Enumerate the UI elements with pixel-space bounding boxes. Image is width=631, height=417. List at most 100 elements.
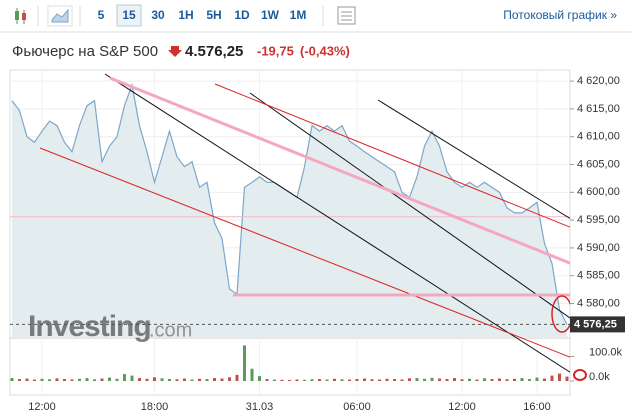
volume-bar [310,379,314,381]
annotation-circle [573,369,587,381]
volume-bar [198,378,201,381]
volume-bar [250,368,254,381]
watermark: Investing [28,310,151,343]
volume-bar [115,378,119,381]
volume-bar [48,379,51,381]
x-tick-label: 06:00 [343,401,371,413]
interval-button[interactable]: 5H [206,8,221,22]
x-tick-label: 12:00 [28,401,56,413]
volume-bar [190,379,194,381]
interval-button[interactable]: 1H [178,8,193,22]
volume-bar [123,374,126,381]
interval-button[interactable]: 1D [234,8,250,22]
volume-bar [333,378,336,381]
area-fill [12,85,567,338]
volume-bar [288,380,291,381]
interval-button[interactable]: 30 [151,8,165,22]
volume-bar [490,379,494,381]
volume-bar [318,379,321,381]
volume-bar [40,378,44,381]
volume-bar [385,378,389,381]
volume-bar [235,374,239,381]
last-price-box [570,316,625,333]
change-percent: (-0,43%) [300,43,350,58]
drawings [39,73,570,373]
volume-bar [370,379,374,381]
volume-bar [265,379,269,381]
volume-bar [175,379,179,381]
volume-bar [108,377,111,381]
volume-bar [78,378,81,381]
down-arrow [168,46,182,57]
x-tick-label: 18:00 [141,401,169,413]
volume-bar [558,373,561,381]
volume-bar [325,379,329,381]
volume-bar [528,379,531,381]
volume-bar [213,378,216,381]
volume-bar [423,378,426,381]
price: 4.576,25 [185,43,243,60]
volume-bar [340,379,344,381]
volume-bar [303,379,306,381]
volume-bar [228,377,231,381]
volume-bar [505,379,509,381]
volume-bar [10,378,14,381]
volume-bar [393,379,396,381]
y-tick-label: 4 580,00 [577,297,620,309]
y-tick-label: 4 615,00 [577,103,620,115]
volume-bar [498,378,501,381]
interval-button[interactable]: 1W [261,8,280,22]
volume-bar [400,379,404,381]
volume-bar [408,378,411,381]
y-tick-label: 4 605,00 [577,158,620,170]
settings-icon[interactable] [337,6,356,25]
volume-bar [415,378,419,381]
volume-bar [183,378,186,381]
volume-bar [543,378,546,381]
volume-bar [355,379,359,381]
x-tick-label: 12:00 [448,401,476,413]
volume-tick-label: 100.0k [589,346,623,358]
volume-bar [138,378,141,381]
watermark-suffix: .com [149,319,192,341]
volume-bar [468,378,471,381]
x-tick-label: 16:00 [523,401,551,413]
y-tick-label: 4 600,00 [577,186,620,198]
area-icon[interactable] [47,5,73,27]
volume-bar [85,378,89,381]
volume-bar [565,376,569,381]
candle-icon[interactable] [15,8,26,24]
volume-bar [258,376,261,381]
volume-bar [295,379,299,381]
y-tick-label: 4 585,00 [577,270,620,282]
volume-bar [55,378,59,381]
volume-bar [220,378,224,381]
volume-bar [130,375,134,381]
volume-bar [280,379,284,381]
volume-bar [273,379,276,381]
volume-bar [25,378,29,381]
volume-bar [63,379,66,381]
change: -19,75 [257,43,294,58]
active-button [116,4,142,27]
volume-bar [160,378,164,381]
streaming-link[interactable]: Потоковый график » [503,8,617,22]
volume-bar [33,379,36,381]
volume-bar [460,379,464,381]
interval-button[interactable]: 5 [98,8,105,22]
volume-bar [243,345,246,381]
interval-button[interactable]: 15 [122,8,136,22]
volume-bar [513,378,516,381]
volume-bar [550,375,554,381]
volume-bar [145,378,149,381]
y-tick-label: 4 590,00 [577,242,620,254]
volume-bar [438,378,441,381]
instrument-title: Фьючерс на S&P 500 [12,43,158,60]
interval-button[interactable]: 1M [290,8,307,22]
volume-bar [483,378,486,381]
volume-bar [205,379,209,381]
volume-bar [453,378,456,381]
toolbar [0,0,631,32]
